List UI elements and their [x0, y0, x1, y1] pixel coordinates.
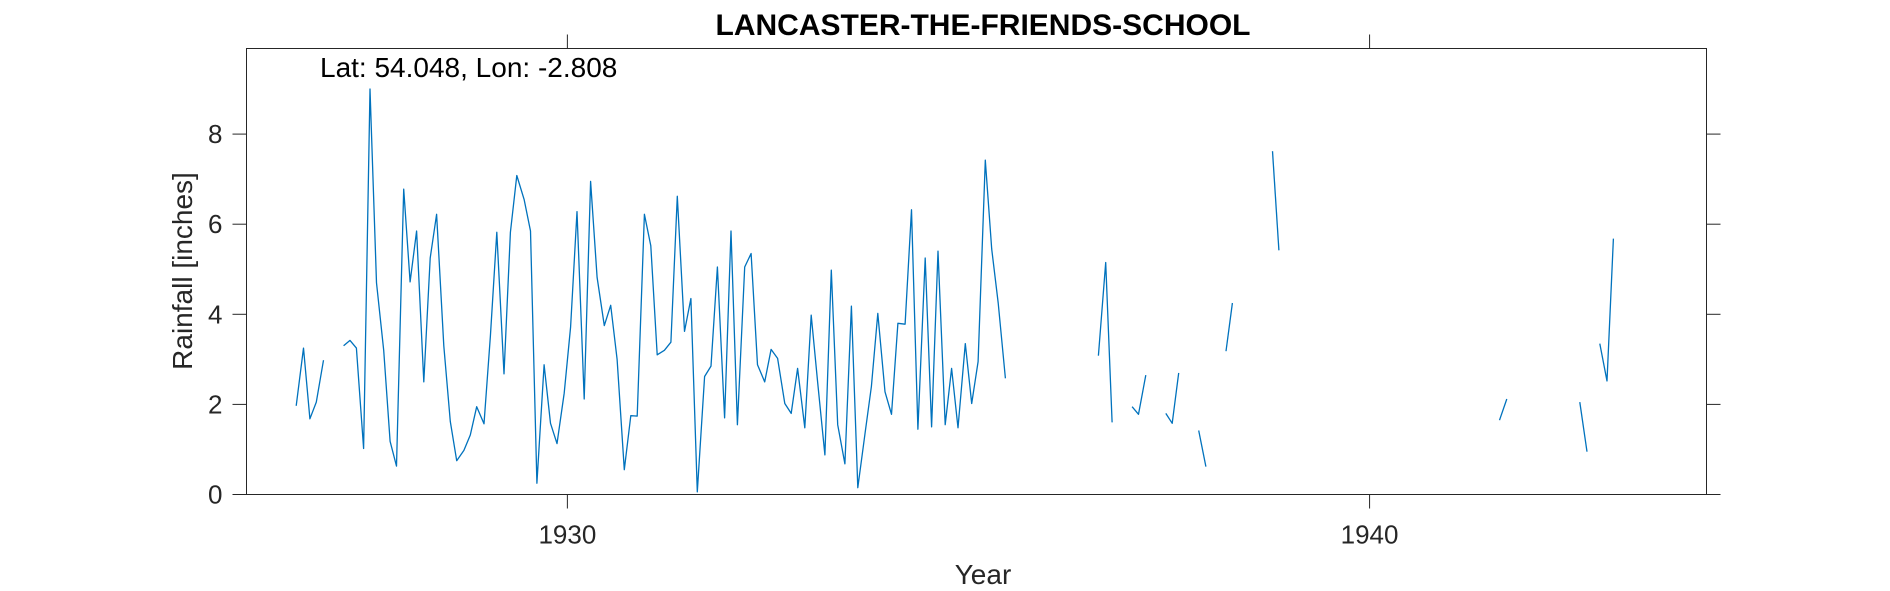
x-tick-label: 1930	[538, 520, 596, 550]
rainfall-line-segment	[1198, 430, 1207, 467]
y-axis-label: Rainfall [inches]	[167, 172, 198, 370]
rainfall-line-segment	[1225, 302, 1234, 352]
rainfall-line-segment	[1599, 238, 1615, 382]
plot-area-frame	[246, 48, 1707, 495]
x-tick-labels: 1930 1940	[538, 520, 1398, 550]
chart-title: LANCASTER-THE-FRIENDS-SCHOOL	[716, 9, 1251, 42]
y-tick-label: 8	[208, 119, 222, 149]
rainfall-line-segment	[1579, 402, 1588, 452]
y-tick-label: 4	[208, 299, 222, 329]
x-tick-label: 1940	[1341, 520, 1399, 550]
y-tick-label: 0	[208, 480, 222, 510]
axis-ticks	[232, 34, 1721, 509]
rainfall-line-segment	[1165, 372, 1180, 424]
rainfall-line-segment	[343, 88, 1007, 493]
y-tick-label: 2	[208, 389, 222, 419]
rainfall-line-segment	[1097, 261, 1113, 423]
x-axis-label: Year	[955, 559, 1012, 590]
rainfall-line-segment	[295, 347, 325, 420]
rainfall-series	[295, 88, 1615, 493]
y-tick-label: 6	[208, 209, 222, 239]
location-annotation: Lat: 54.048, Lon: -2.808	[320, 52, 617, 83]
rainfall-line-segment	[1271, 151, 1280, 251]
y-tick-labels: 0 2 4 6 8	[208, 119, 222, 509]
rainfall-line-segment	[1131, 374, 1147, 415]
rainfall-line-segment	[1498, 398, 1508, 421]
